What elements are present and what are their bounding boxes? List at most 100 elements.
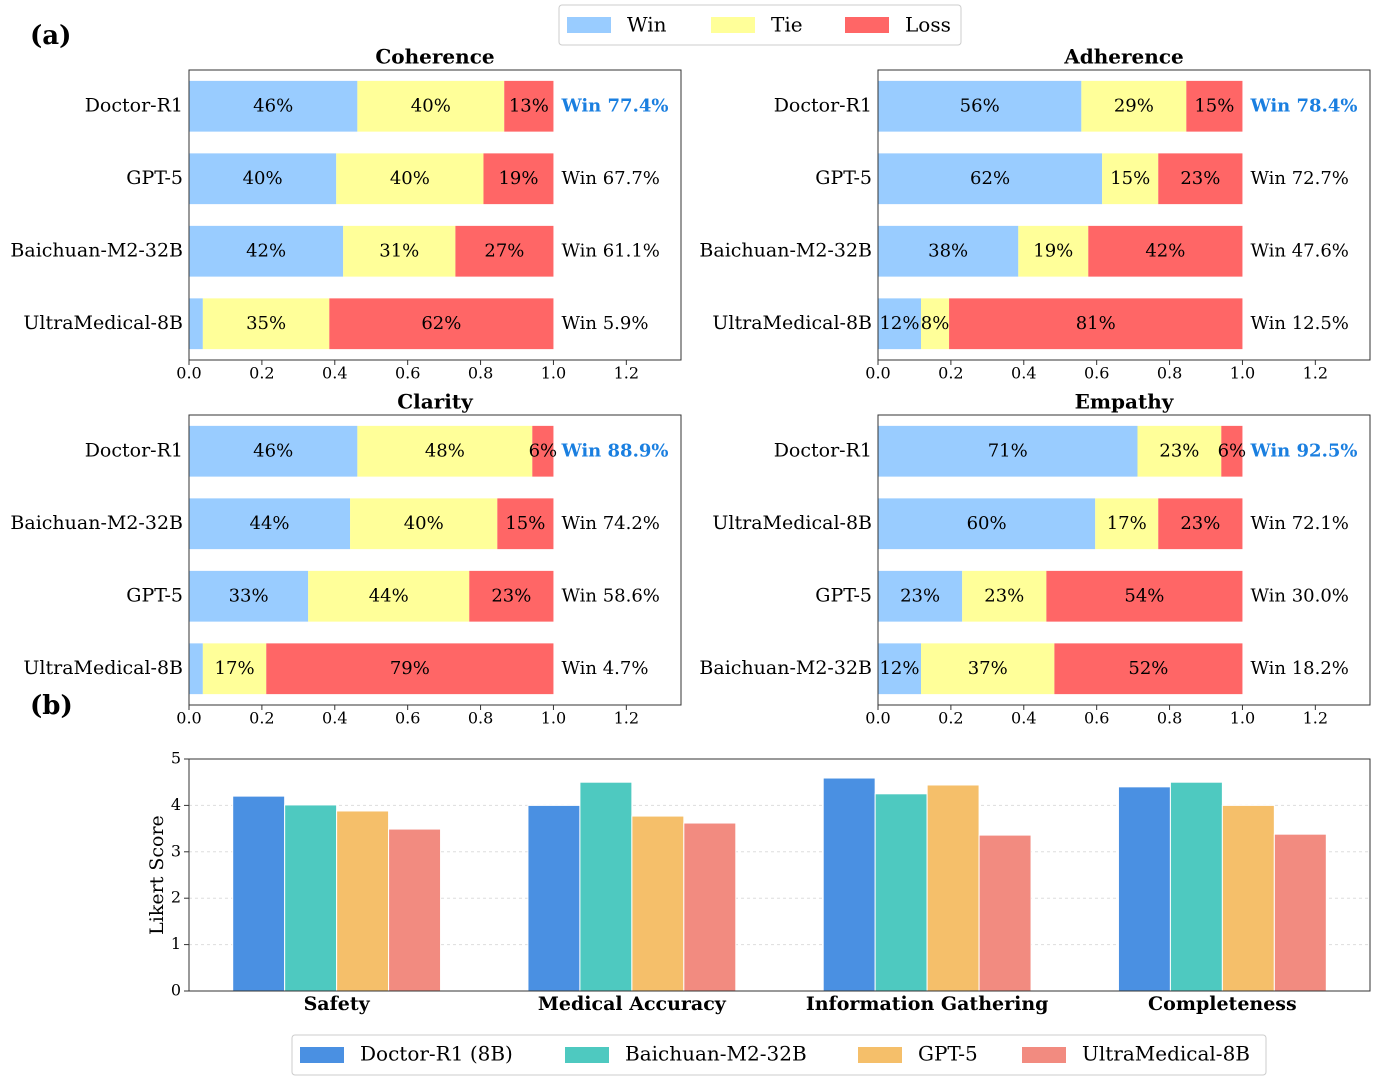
plot-frame: [188, 69, 682, 361]
legend-swatch: [565, 1047, 609, 1063]
bar-segment: [878, 570, 963, 622]
category-label: UltraMedical-8B: [23, 312, 183, 334]
value-label: 8%: [921, 313, 950, 334]
bar: [1117, 786, 1171, 992]
value-label: 40%: [390, 168, 430, 189]
annotation: Win 58.6%: [561, 585, 659, 606]
value-label: 40%: [404, 513, 444, 534]
x-tick-label: 0.4: [1011, 364, 1036, 383]
bar-segment: [357, 80, 505, 132]
category-label: Information Gathering: [806, 993, 1049, 1015]
value-label: 48%: [425, 440, 465, 461]
value-label: 23%: [984, 585, 1024, 606]
value-label: 52%: [1128, 658, 1168, 679]
bar-segment: [357, 425, 533, 477]
category-label: Doctor-R1: [85, 94, 183, 116]
legend-swatch: [858, 1047, 902, 1063]
bar: [1169, 781, 1223, 992]
x-tick-label: 0.4: [1011, 709, 1036, 728]
category-label: Medical Accuracy: [538, 993, 727, 1015]
bar-segment: [483, 153, 554, 205]
annotation: Win 61.1%: [561, 240, 659, 261]
x-tick-label: 1.2: [614, 709, 639, 728]
bar-segment: [455, 225, 554, 277]
annotation: Win 47.6%: [1250, 240, 1348, 261]
value-label: 40%: [243, 168, 283, 189]
annotation: Win 78.4%: [1249, 95, 1357, 116]
x-tick-label: 0.6: [1084, 364, 1109, 383]
bar-segment: [189, 498, 351, 550]
annotation: Win 72.1%: [1250, 513, 1348, 534]
bar-segment: [878, 425, 1138, 477]
plot-frame: [877, 69, 1371, 361]
bar-segment: [343, 225, 456, 277]
value-label: 37%: [968, 658, 1008, 679]
bar-segment: [189, 298, 203, 350]
value-label: 23%: [491, 585, 531, 606]
bar: [232, 795, 286, 992]
value-label: 23%: [1180, 168, 1220, 189]
bar-segment: [189, 425, 358, 477]
value-label: 79%: [390, 658, 430, 679]
category-label: UltraMedical-8B: [23, 657, 183, 679]
value-label: 60%: [967, 513, 1007, 534]
annotation: Win 18.2%: [1250, 658, 1348, 679]
y-tick-label: 4: [171, 795, 181, 814]
value-label: 46%: [253, 440, 293, 461]
legend-swatch: [845, 17, 889, 33]
legend-label: Doctor-R1 (8B): [360, 1042, 513, 1066]
x-tick-label: 0.4: [322, 709, 347, 728]
legend-box: [291, 1034, 1267, 1076]
value-label: 19%: [1033, 240, 1073, 261]
x-tick-label: 1.0: [1230, 709, 1255, 728]
bar: [527, 804, 581, 992]
bar-segment: [189, 643, 203, 695]
value-label: 33%: [229, 585, 269, 606]
bar-segment: [921, 643, 1055, 695]
bar: [579, 781, 633, 992]
legend-label: Loss: [905, 13, 951, 37]
bar-segment: [336, 153, 484, 205]
value-label: 46%: [253, 95, 293, 116]
bar-segment: [1088, 225, 1243, 277]
bar: [336, 810, 390, 992]
bar: [926, 784, 980, 992]
value-label: 35%: [246, 313, 286, 334]
bar-segment: [202, 643, 267, 695]
x-tick-label: 0.2: [938, 364, 963, 383]
x-tick-label: 0.2: [938, 709, 963, 728]
category-label: UltraMedical-8B: [712, 512, 872, 534]
bar-segment: [1158, 498, 1243, 550]
value-label: 42%: [1145, 240, 1185, 261]
legend-swatch: [711, 17, 755, 33]
bar-segment: [878, 80, 1082, 132]
category-label: GPT-5: [815, 584, 872, 606]
annotation: Win 92.5%: [1249, 440, 1357, 461]
category-label: Doctor-R1: [85, 439, 183, 461]
value-label: 29%: [1114, 95, 1154, 116]
legend-label: Baichuan-M2-32B: [625, 1042, 807, 1066]
legend-swatch: [300, 1047, 344, 1063]
plot-frame: [188, 758, 1371, 992]
x-tick-label: 0.0: [176, 364, 201, 383]
value-label: 6%: [1218, 440, 1247, 461]
x-tick-label: 0.6: [1084, 709, 1109, 728]
x-tick-label: 0.8: [1157, 364, 1182, 383]
bar-segment: [266, 643, 554, 695]
annotation: Win 30.0%: [1250, 585, 1348, 606]
x-tick-label: 0.8: [1157, 709, 1182, 728]
bar-segment: [878, 225, 1019, 277]
bar: [874, 793, 928, 992]
value-label: 17%: [215, 658, 255, 679]
value-label: 62%: [970, 168, 1010, 189]
y-axis-label: Likert Score: [146, 815, 168, 935]
bar-segment: [1186, 80, 1243, 132]
bar-segment: [1054, 643, 1243, 695]
bar-segment: [949, 298, 1243, 350]
value-label: 31%: [379, 240, 419, 261]
category-label: Baichuan-M2-32B: [699, 239, 872, 261]
bar-segment: [189, 225, 344, 277]
category-label: GPT-5: [126, 584, 183, 606]
chart-title: Adherence: [1063, 45, 1183, 69]
panel-label: (a): [30, 21, 71, 51]
